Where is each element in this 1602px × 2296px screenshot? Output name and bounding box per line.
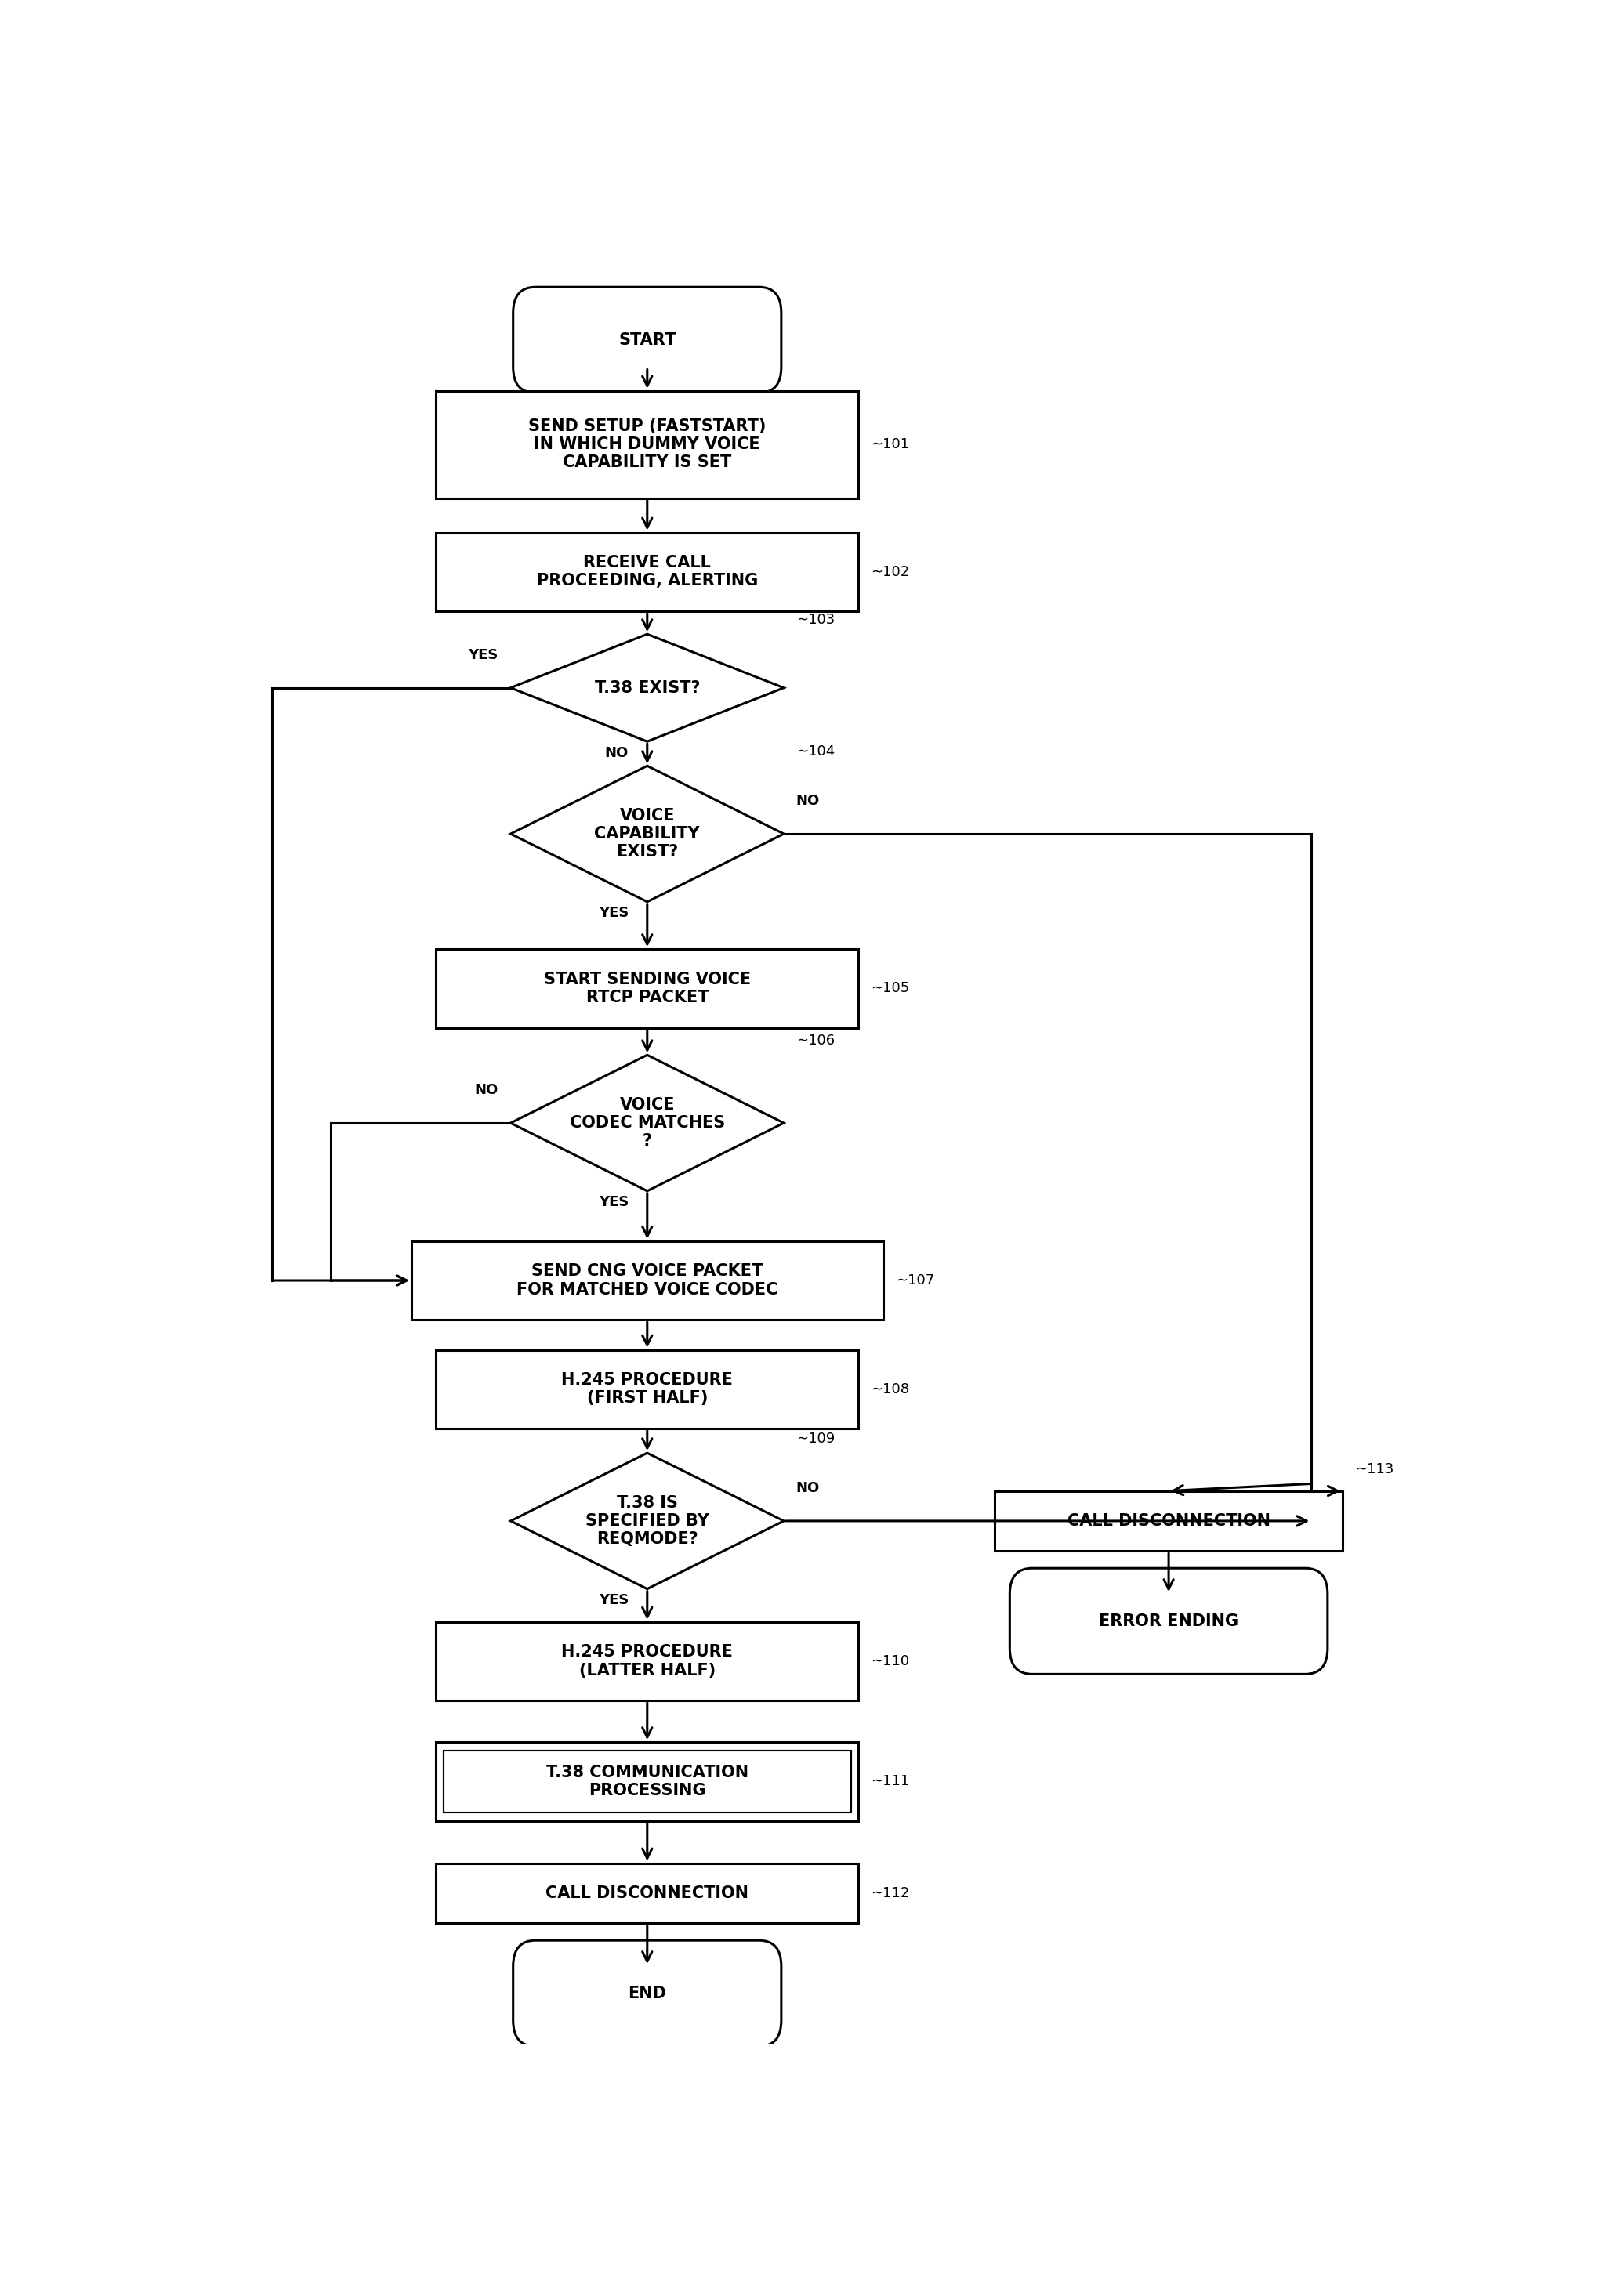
Text: ∼112: ∼112	[871, 1885, 910, 1901]
Text: T.38 COMMUNICATION
PROCESSING: T.38 COMMUNICATION PROCESSING	[546, 1766, 748, 1798]
Text: START: START	[618, 333, 676, 347]
Text: ∼101: ∼101	[871, 436, 910, 452]
Text: CALL DISCONNECTION: CALL DISCONNECTION	[546, 1885, 748, 1901]
Text: YES: YES	[599, 907, 628, 921]
Text: END: END	[628, 1986, 666, 2002]
Text: ∼105: ∼105	[871, 980, 910, 996]
Text: H.245 PROCEDURE
(LATTER HALF): H.245 PROCEDURE (LATTER HALF)	[561, 1644, 734, 1678]
Bar	[412, 1242, 883, 1320]
Text: YES: YES	[468, 647, 498, 661]
Bar	[436, 1350, 859, 1428]
Text: ∼108: ∼108	[871, 1382, 910, 1396]
Text: NO: NO	[796, 794, 820, 808]
Text: ∼106: ∼106	[796, 1033, 835, 1047]
Bar	[436, 1621, 859, 1701]
Text: ∼102: ∼102	[871, 565, 910, 579]
Polygon shape	[511, 634, 783, 742]
Text: SEND CNG VOICE PACKET
FOR MATCHED VOICE CODEC: SEND CNG VOICE PACKET FOR MATCHED VOICE …	[516, 1263, 779, 1297]
Bar	[436, 948, 859, 1029]
Text: YES: YES	[599, 1593, 628, 1607]
Text: ∼109: ∼109	[796, 1433, 835, 1446]
Text: YES: YES	[599, 1196, 628, 1210]
Text: CALL DISCONNECTION: CALL DISCONNECTION	[1067, 1513, 1270, 1529]
Polygon shape	[511, 767, 783, 902]
Text: SEND SETUP (FASTSTART)
IN WHICH DUMMY VOICE
CAPABILITY IS SET: SEND SETUP (FASTSTART) IN WHICH DUMMY VO…	[529, 418, 766, 471]
Text: NO: NO	[796, 1481, 820, 1495]
Text: ∼113: ∼113	[1355, 1463, 1394, 1476]
Text: VOICE
CAPABILITY
EXIST?: VOICE CAPABILITY EXIST?	[594, 808, 700, 859]
Bar	[444, 1750, 851, 1812]
Text: ∼110: ∼110	[871, 1653, 910, 1669]
Bar	[436, 1743, 859, 1821]
Text: VOICE
CODEC MATCHES
?: VOICE CODEC MATCHES ?	[570, 1097, 724, 1148]
FancyBboxPatch shape	[1009, 1568, 1328, 1674]
Bar	[436, 390, 859, 498]
Polygon shape	[511, 1054, 783, 1192]
Bar	[436, 1862, 859, 1924]
Text: T.38 EXIST?: T.38 EXIST?	[594, 680, 700, 696]
FancyBboxPatch shape	[513, 287, 782, 393]
FancyBboxPatch shape	[513, 1940, 782, 2046]
Text: NO: NO	[606, 746, 628, 760]
Text: START SENDING VOICE
RTCP PACKET: START SENDING VOICE RTCP PACKET	[543, 971, 751, 1006]
Text: ∼107: ∼107	[896, 1274, 934, 1288]
Polygon shape	[511, 1453, 783, 1589]
Bar	[436, 533, 859, 611]
Bar	[995, 1490, 1342, 1552]
Text: ∼104: ∼104	[796, 744, 835, 758]
Text: H.245 PROCEDURE
(FIRST HALF): H.245 PROCEDURE (FIRST HALF)	[561, 1373, 734, 1405]
Text: RECEIVE CALL
PROCEEDING, ALERTING: RECEIVE CALL PROCEEDING, ALERTING	[537, 556, 758, 588]
Text: NO: NO	[474, 1084, 498, 1097]
Text: ERROR ENDING: ERROR ENDING	[1099, 1614, 1238, 1628]
Text: ∼111: ∼111	[871, 1775, 910, 1789]
Text: T.38 IS
SPECIFIED BY
REQMODE?: T.38 IS SPECIFIED BY REQMODE?	[585, 1495, 710, 1548]
Text: ∼103: ∼103	[796, 613, 835, 627]
